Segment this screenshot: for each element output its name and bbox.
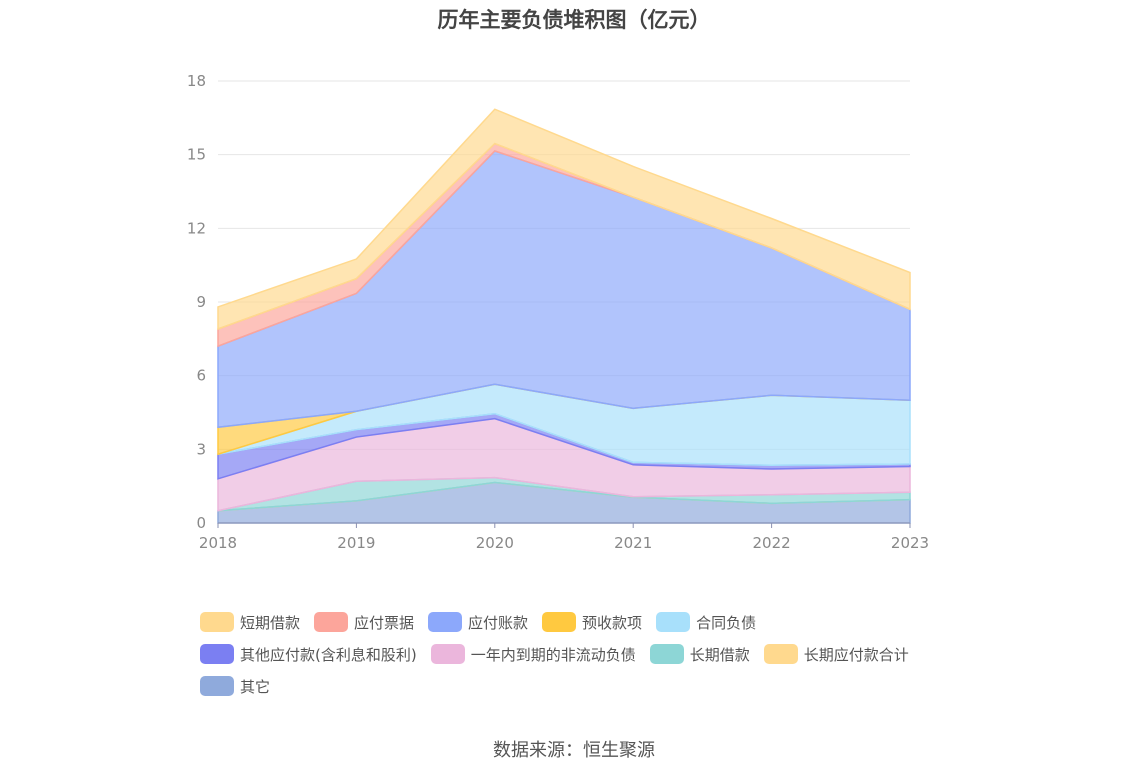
y-tick-label: 0 xyxy=(196,514,206,532)
legend-swatch xyxy=(430,644,465,664)
y-tick-label: 12 xyxy=(187,219,206,237)
x-tick-label: 2022 xyxy=(753,534,791,552)
legend-item[interactable]: 一年内到期的非流动负债 xyxy=(430,644,636,665)
legend-swatch xyxy=(649,644,684,664)
legend-label: 应付票据 xyxy=(354,613,415,632)
legend-swatch xyxy=(200,676,234,696)
legend-item[interactable]: 应付账款 xyxy=(428,612,528,633)
legend-item[interactable]: 长期应付款合计 xyxy=(763,644,909,665)
y-tick-label: 9 xyxy=(196,293,206,311)
x-tick-label: 2023 xyxy=(891,534,929,552)
legend-swatch xyxy=(428,612,463,632)
y-tick-label: 15 xyxy=(187,146,206,164)
legend-item[interactable]: 长期借款 xyxy=(649,644,750,665)
legend-item[interactable]: 短期借款 xyxy=(200,612,300,633)
legend-swatch xyxy=(542,612,577,632)
legend-row: 其它 xyxy=(200,670,1000,702)
legend: 短期借款 应付票据 应付账款 预收款项 合同负债其他应付款(含利息和股利) 一年内到期的非… xyxy=(200,606,1000,702)
legend-swatch xyxy=(314,612,349,632)
legend-label: 长期借款 xyxy=(689,645,750,664)
legend-item[interactable]: 应付票据 xyxy=(314,612,414,633)
stacked-area-chart: 0 3 6 9 12 15 18 2018 2019 2020 2021 2022 2023 xyxy=(187,72,929,552)
x-tick-label: 2021 xyxy=(614,534,652,552)
x-tick-label: 2020 xyxy=(476,534,514,552)
legend-item[interactable]: 合同负债 xyxy=(656,612,756,633)
legend-label: 一年内到期的非流动负债 xyxy=(470,645,636,664)
y-tick-label: 3 xyxy=(196,440,206,458)
legend-label: 长期应付款合计 xyxy=(803,645,909,664)
legend-swatch xyxy=(656,612,691,632)
legend-label: 预收款项 xyxy=(582,613,643,632)
axes: 0 3 6 9 12 15 18 2018 2019 2020 2021 2022 2023 xyxy=(187,72,929,552)
x-tick-label: 2018 xyxy=(199,534,237,552)
area-series-9 xyxy=(217,108,911,331)
legend-label: 合同负债 xyxy=(696,613,757,632)
legend-swatch xyxy=(763,644,798,664)
legend-label: 短期借款 xyxy=(240,613,301,632)
legend-row: 其他应付款(含利息和股利) 一年内到期的非流动负债 长期借款 长期应付款合计 xyxy=(200,638,1000,670)
legend-row: 短期借款 应付票据 应付账款 预收款项 合同负债 xyxy=(200,606,1000,638)
y-tick-label: 18 xyxy=(187,72,206,90)
legend-label: 应付账款 xyxy=(468,613,529,632)
area-series xyxy=(217,108,911,524)
legend-swatch xyxy=(200,644,234,664)
legend-swatch xyxy=(200,612,234,632)
legend-item[interactable]: 预收款项 xyxy=(542,612,642,633)
legend-label: 其它 xyxy=(240,677,271,696)
legend-item[interactable]: 其它 xyxy=(200,676,270,697)
y-tick-label: 6 xyxy=(196,367,206,385)
x-tick-label: 2019 xyxy=(337,534,375,552)
legend-item[interactable]: 其他应付款(含利息和股利) xyxy=(200,644,417,665)
legend-label: 其他应付款(含利息和股利) xyxy=(240,645,417,664)
chart-title: 历年主要负债堆积图（亿元） xyxy=(437,8,711,32)
source-note: 数据来源：恒生聚源 xyxy=(493,740,655,761)
